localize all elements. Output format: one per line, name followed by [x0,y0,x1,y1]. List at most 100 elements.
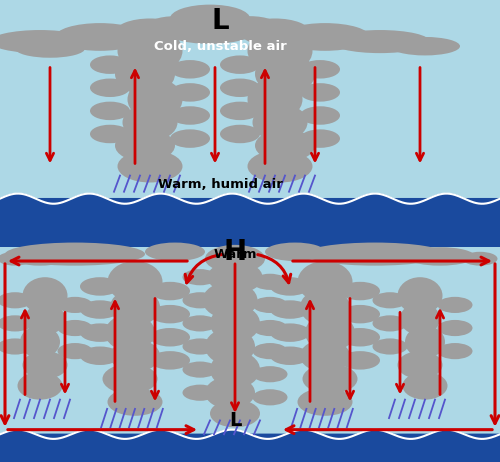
Circle shape [340,351,380,370]
Circle shape [438,343,472,359]
Circle shape [90,55,130,74]
Ellipse shape [22,351,68,379]
Ellipse shape [108,261,162,303]
Ellipse shape [118,28,182,74]
Ellipse shape [115,53,175,95]
Circle shape [90,79,130,97]
Ellipse shape [390,37,460,55]
Ellipse shape [10,247,70,266]
Circle shape [170,106,210,125]
Ellipse shape [22,277,68,314]
Ellipse shape [298,261,352,303]
Ellipse shape [145,16,205,39]
Ellipse shape [105,314,155,351]
Ellipse shape [265,243,325,261]
Ellipse shape [110,289,160,326]
Ellipse shape [402,372,448,400]
Circle shape [372,315,408,332]
Circle shape [252,343,288,359]
Bar [0,231,500,247]
Circle shape [150,305,190,323]
Circle shape [150,282,190,300]
Circle shape [270,323,310,342]
Ellipse shape [205,245,265,273]
Ellipse shape [462,252,498,266]
Ellipse shape [305,243,445,266]
Circle shape [0,338,32,355]
Ellipse shape [330,30,430,53]
Circle shape [150,328,190,346]
Ellipse shape [302,364,358,394]
Circle shape [252,297,288,313]
Ellipse shape [145,243,205,261]
Ellipse shape [5,243,145,266]
Circle shape [270,300,310,319]
Ellipse shape [280,23,370,51]
Circle shape [270,277,310,296]
Ellipse shape [122,104,178,141]
Circle shape [80,323,120,342]
Circle shape [0,315,32,332]
Circle shape [182,361,218,378]
Circle shape [58,297,92,313]
Circle shape [220,125,260,143]
Ellipse shape [398,277,442,314]
Circle shape [300,60,340,79]
Ellipse shape [110,340,160,372]
Circle shape [220,55,260,74]
Ellipse shape [248,28,312,74]
Circle shape [90,125,130,143]
Ellipse shape [102,364,158,394]
Ellipse shape [108,388,162,416]
Circle shape [80,346,120,365]
Circle shape [252,366,288,383]
Text: Warm, humid air: Warm, humid air [158,178,282,191]
Ellipse shape [220,16,280,39]
Circle shape [438,320,472,336]
Ellipse shape [115,129,175,162]
Ellipse shape [25,303,65,335]
Circle shape [170,83,210,102]
Circle shape [270,346,310,365]
Ellipse shape [210,351,260,388]
Ellipse shape [398,351,442,379]
Circle shape [80,277,120,296]
Ellipse shape [248,79,302,120]
Ellipse shape [0,252,32,266]
Circle shape [372,292,408,309]
Text: H: H [224,238,246,266]
Ellipse shape [170,5,250,32]
Ellipse shape [202,282,258,319]
Ellipse shape [208,261,262,293]
Ellipse shape [205,377,255,409]
Ellipse shape [298,388,352,416]
Circle shape [438,297,472,313]
Bar [0,199,500,231]
Ellipse shape [210,400,260,427]
Ellipse shape [205,328,255,365]
Ellipse shape [405,247,475,266]
Circle shape [182,292,218,309]
Circle shape [58,343,92,359]
Circle shape [0,292,32,309]
Circle shape [300,129,340,148]
Circle shape [252,320,288,336]
Text: L: L [229,411,241,430]
Circle shape [340,282,380,300]
Ellipse shape [115,18,185,46]
Ellipse shape [305,314,355,351]
Ellipse shape [300,340,350,372]
Ellipse shape [0,30,90,53]
Circle shape [182,384,218,401]
Ellipse shape [240,18,310,46]
Circle shape [300,106,340,125]
Ellipse shape [118,150,182,182]
Ellipse shape [248,150,312,182]
Ellipse shape [210,305,260,342]
Circle shape [150,351,190,370]
Circle shape [170,129,210,148]
Circle shape [220,79,260,97]
Circle shape [340,305,380,323]
Ellipse shape [255,129,315,162]
Ellipse shape [15,39,85,58]
